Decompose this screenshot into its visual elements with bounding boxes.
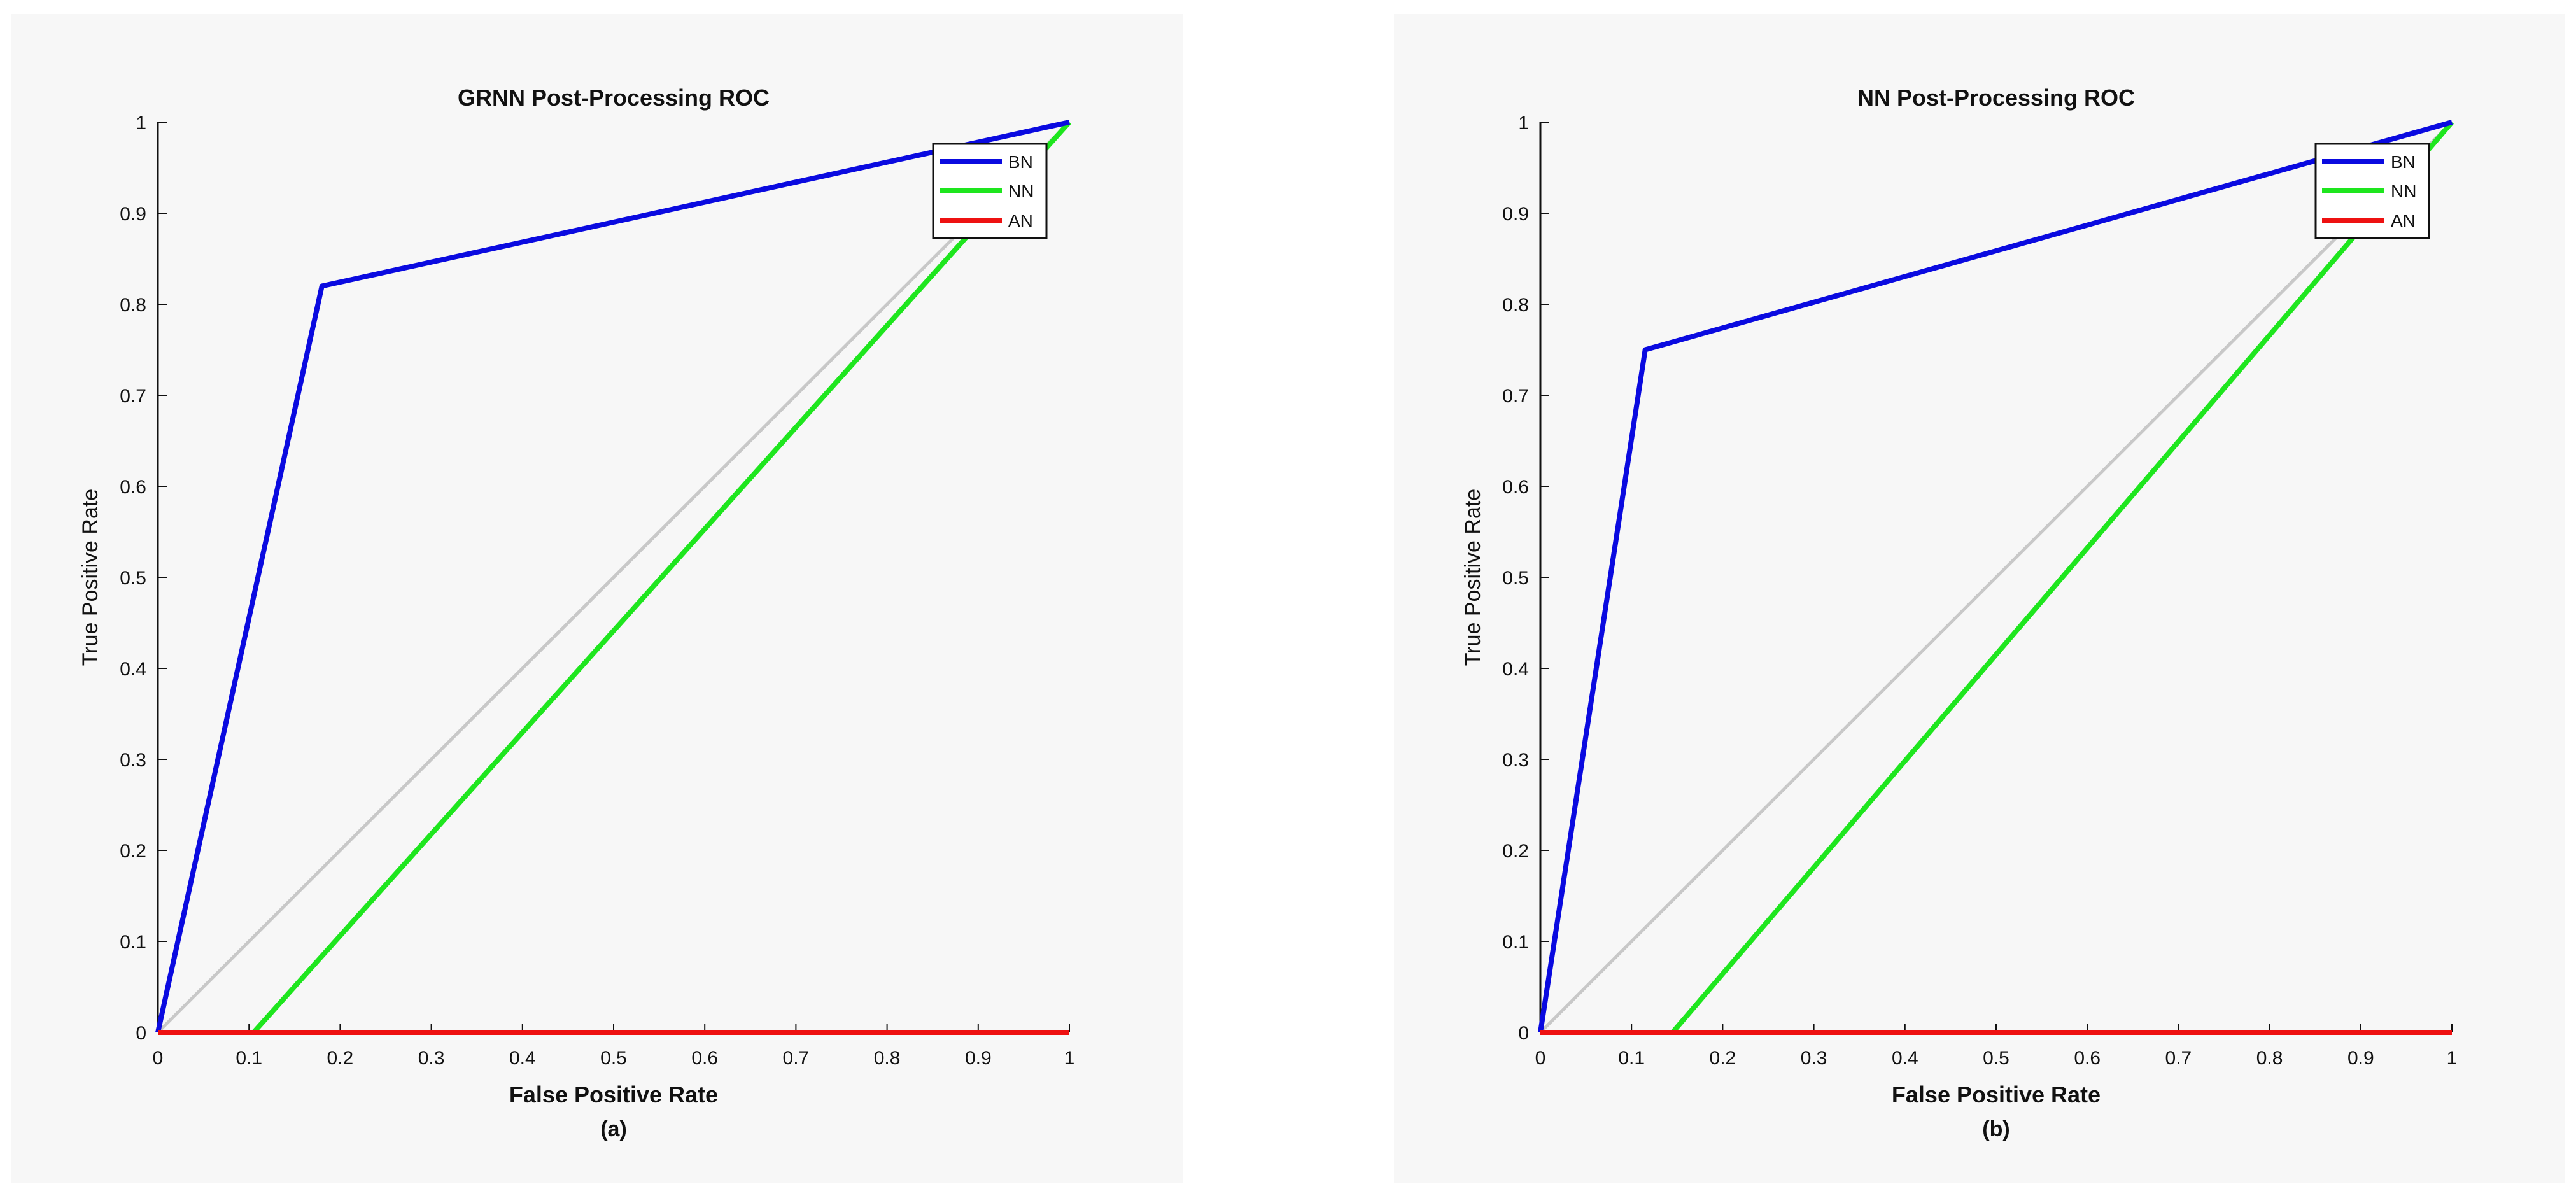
y-tick-label: 0.5 xyxy=(1502,568,1529,589)
legend-label-nn: NN xyxy=(2391,181,2416,201)
x-tick-label: 0.4 xyxy=(509,1048,536,1069)
y-axis-label: True Positive Rate xyxy=(1461,489,1485,666)
y-tick-label: 0.1 xyxy=(120,932,146,953)
x-tick-label: 0.5 xyxy=(1983,1048,2009,1069)
x-tick-label: 0.4 xyxy=(1892,1048,1918,1069)
series-line-bn xyxy=(1538,120,2453,1033)
roc-chart-a: GRNN Post-Processing ROC False Positive … xyxy=(78,85,1075,1141)
x-tick-label: 0.8 xyxy=(2256,1048,2283,1069)
y-tick-label: 0.9 xyxy=(1502,204,1529,225)
y-tick-label: 0.7 xyxy=(120,386,146,407)
x-tick-label: 0.8 xyxy=(874,1048,901,1069)
legend-label-an: AN xyxy=(1008,211,1033,230)
chance-diagonal-line xyxy=(1539,121,2453,1034)
y-tick-label: 0.2 xyxy=(1502,841,1529,862)
y-tick-label: 0.8 xyxy=(1502,295,1529,316)
chart-title: GRNN Post-Processing ROC xyxy=(458,85,770,111)
legend-label-an: AN xyxy=(2391,211,2416,230)
x-tick-label: 0.2 xyxy=(327,1048,354,1069)
y-tick-label: 0.5 xyxy=(120,568,146,589)
y-tick-label: 0.7 xyxy=(1502,386,1529,407)
x-axis-label: False Positive Rate xyxy=(1892,1081,2101,1108)
figure-caption: (b) xyxy=(1982,1117,2009,1141)
x-tick-label: 0.6 xyxy=(691,1048,718,1069)
y-tick-label: 1 xyxy=(136,113,146,134)
y-tick-label: 0.6 xyxy=(120,477,146,498)
legend-label-bn: BN xyxy=(2391,152,2416,172)
y-tick-label: 0.4 xyxy=(1502,659,1529,680)
x-tick-label: 0 xyxy=(1535,1048,1546,1069)
series-line-nn xyxy=(251,120,1071,1034)
y-tick-label: 0 xyxy=(1518,1023,1529,1044)
y-tick-label: 1 xyxy=(1518,113,1529,134)
y-tick-label: 0.6 xyxy=(1502,477,1529,498)
y-tick-label: 0.3 xyxy=(120,750,146,771)
y-tick-label: 0 xyxy=(136,1023,146,1044)
series-line-nn xyxy=(1670,120,2454,1034)
x-tick-label: 0.3 xyxy=(1801,1048,1827,1069)
chance-diagonal-line xyxy=(157,121,1071,1034)
x-tick-label: 0 xyxy=(153,1048,164,1069)
x-tick-label: 0.1 xyxy=(236,1048,262,1069)
series-line-bn xyxy=(155,120,1070,1033)
y-tick-label: 0.9 xyxy=(120,204,146,225)
chart-title: NN Post-Processing ROC xyxy=(1857,85,2135,111)
y-tick-label: 0.3 xyxy=(1502,750,1529,771)
legend-label-bn: BN xyxy=(1008,152,1033,172)
x-tick-label: 1 xyxy=(2447,1048,2458,1069)
x-tick-label: 0.2 xyxy=(1710,1048,1736,1069)
roc-figure-a: GRNN Post-Processing ROC False Positive … xyxy=(11,14,1183,1183)
x-tick-label: 0.1 xyxy=(1618,1048,1645,1069)
x-tick-label: 0.9 xyxy=(965,1048,992,1069)
legend-label-nn: NN xyxy=(1008,181,1034,201)
x-tick-label: 0.7 xyxy=(783,1048,810,1069)
figure-caption: (a) xyxy=(600,1117,627,1141)
x-tick-label: 0.7 xyxy=(2165,1048,2192,1069)
roc-figure-b: NN Post-Processing ROC False Positive Ra… xyxy=(1394,14,2565,1183)
x-tick-label: 0.6 xyxy=(2074,1048,2101,1069)
x-tick-label: 0.9 xyxy=(2347,1048,2374,1069)
x-tick-label: 0.5 xyxy=(600,1048,627,1069)
roc-chart-b: NN Post-Processing ROC False Positive Ra… xyxy=(1461,85,2458,1141)
y-tick-label: 0.1 xyxy=(1502,932,1529,953)
y-tick-label: 0.8 xyxy=(120,295,146,316)
y-tick-label: 0.4 xyxy=(120,659,146,680)
x-tick-label: 0.3 xyxy=(418,1048,445,1069)
x-axis-label: False Positive Rate xyxy=(509,1081,718,1108)
y-axis-label: True Positive Rate xyxy=(78,489,102,666)
x-tick-label: 1 xyxy=(1064,1048,1075,1069)
y-tick-label: 0.2 xyxy=(120,841,146,862)
